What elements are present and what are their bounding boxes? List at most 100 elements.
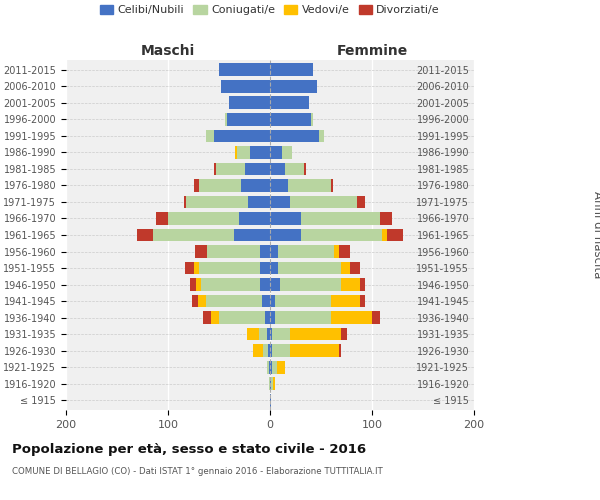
Bar	[247, 328, 259, 340]
Bar	[382, 228, 388, 241]
Bar	[270, 96, 309, 110]
Bar	[206, 294, 262, 308]
Bar	[260, 245, 270, 258]
Bar	[200, 278, 260, 291]
Bar	[270, 113, 311, 126]
Bar	[270, 228, 301, 241]
Text: COMUNE DI BELLAGIO (CO) - Dati ISTAT 1° gennaio 2016 - Elaborazione TUTTITALIA.I: COMUNE DI BELLAGIO (CO) - Dati ISTAT 1° …	[12, 468, 383, 476]
Bar	[265, 311, 270, 324]
Bar	[245, 162, 270, 175]
Bar	[272, 344, 290, 357]
Bar	[229, 96, 270, 110]
Bar	[253, 344, 263, 357]
Bar	[290, 196, 356, 208]
Bar	[270, 245, 278, 258]
Bar	[282, 146, 292, 159]
Bar	[270, 278, 280, 291]
Bar	[241, 179, 270, 192]
Bar	[331, 311, 372, 324]
Bar	[388, 228, 403, 241]
Bar	[219, 311, 265, 324]
Bar	[239, 212, 270, 225]
Bar	[350, 262, 360, 274]
Bar	[259, 328, 267, 340]
Bar	[207, 245, 260, 258]
Bar	[270, 328, 272, 340]
Bar	[356, 196, 365, 208]
Bar	[137, 228, 152, 241]
Bar	[380, 212, 392, 225]
Bar	[270, 344, 272, 357]
Bar	[270, 80, 317, 93]
Bar	[216, 162, 245, 175]
Bar	[156, 212, 168, 225]
Bar	[193, 262, 199, 274]
Bar	[278, 262, 341, 274]
Bar	[225, 113, 227, 126]
Bar	[272, 328, 290, 340]
Bar	[260, 278, 270, 291]
Bar	[270, 212, 301, 225]
Bar	[260, 262, 270, 274]
Bar	[219, 64, 270, 76]
Bar	[214, 130, 270, 142]
Bar	[341, 262, 350, 274]
Text: Femmine: Femmine	[337, 44, 407, 59]
Bar	[199, 179, 241, 192]
Bar	[331, 179, 333, 192]
Bar	[301, 212, 380, 225]
Bar	[331, 294, 360, 308]
Bar	[270, 162, 286, 175]
Bar	[211, 311, 219, 324]
Bar	[197, 294, 206, 308]
Bar	[272, 360, 277, 374]
Bar	[360, 294, 365, 308]
Bar	[214, 162, 216, 175]
Bar	[203, 311, 211, 324]
Bar	[270, 146, 282, 159]
Bar	[271, 377, 273, 390]
Bar	[270, 130, 319, 142]
Bar	[263, 344, 268, 357]
Text: Popolazione per età, sesso e stato civile - 2016: Popolazione per età, sesso e stato civil…	[12, 442, 366, 456]
Bar	[206, 130, 214, 142]
Bar	[184, 196, 187, 208]
Bar	[190, 278, 196, 291]
Bar	[280, 278, 341, 291]
Legend: Celibi/Nubili, Coniugati/e, Vedovi/e, Divorziati/e: Celibi/Nubili, Coniugati/e, Vedovi/e, Di…	[95, 0, 445, 20]
Bar	[153, 228, 235, 241]
Bar	[290, 328, 341, 340]
Bar	[289, 179, 331, 192]
Bar	[187, 196, 248, 208]
Bar	[267, 328, 270, 340]
Bar	[360, 278, 365, 291]
Bar	[301, 228, 382, 241]
Bar	[227, 113, 270, 126]
Bar	[275, 311, 331, 324]
Bar	[290, 344, 340, 357]
Bar	[334, 245, 340, 258]
Text: Maschi: Maschi	[141, 44, 195, 59]
Bar	[248, 196, 270, 208]
Bar	[235, 228, 270, 241]
Bar	[193, 179, 199, 192]
Text: Anni di nascita: Anni di nascita	[590, 192, 600, 278]
Bar	[267, 360, 269, 374]
Bar	[319, 130, 324, 142]
Bar	[270, 311, 275, 324]
Bar	[277, 360, 286, 374]
Bar	[199, 262, 260, 274]
Bar	[270, 394, 271, 406]
Bar	[270, 196, 290, 208]
Bar	[270, 360, 272, 374]
Bar	[238, 146, 250, 159]
Bar	[275, 294, 331, 308]
Bar	[168, 212, 239, 225]
Bar	[196, 278, 200, 291]
Bar	[286, 162, 304, 175]
Bar	[235, 146, 238, 159]
Bar	[221, 80, 270, 93]
Bar	[193, 294, 197, 308]
Bar	[270, 64, 313, 76]
Bar	[270, 377, 271, 390]
